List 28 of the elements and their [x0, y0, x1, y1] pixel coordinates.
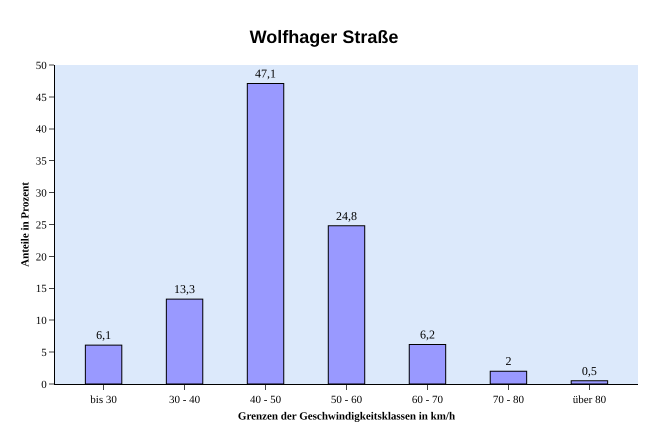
chart-title: Wolfhager Straße [250, 26, 398, 47]
data-label: 0,5 [582, 364, 597, 378]
y-tick-label: 40 [36, 124, 48, 136]
y-axis-title: Anteile in Prozent [19, 182, 32, 267]
y-tick-label: 15 [36, 283, 48, 296]
y-tick-label: 10 [36, 315, 48, 328]
x-tick-label: 70 - 80 [492, 394, 525, 406]
x-tick-label: 40 - 50 [250, 394, 282, 406]
data-label: 6,1 [96, 328, 112, 342]
y-tick-label: 25 [36, 219, 48, 232]
y-tick-label: 30 [36, 187, 48, 200]
y-tick-label: 45 [36, 92, 48, 104]
data-label: 24,8 [336, 208, 357, 223]
x-tick-label: 60 - 70 [412, 394, 444, 406]
data-label: 6,2 [420, 327, 435, 342]
y-tick-label: 0 [41, 378, 48, 391]
data-label: 47,1 [255, 66, 276, 80]
y-tick-label: 35 [36, 156, 48, 168]
x-axis-title: Grenzen der Geschwindigkeitsklassen in km/h [238, 410, 456, 422]
data-label: 2 [505, 354, 512, 368]
y-tick-label: 50 [36, 60, 48, 72]
y-tick-label: 20 [36, 251, 48, 264]
x-tick-label: 30 - 40 [168, 394, 201, 406]
x-tick-label: bis 30 [90, 394, 118, 406]
x-tick-label: über 80 [572, 394, 607, 406]
x-tick-label: 50 - 60 [330, 394, 363, 406]
y-tick-label: 5 [41, 346, 48, 359]
data-label: 13,3 [174, 282, 196, 296]
